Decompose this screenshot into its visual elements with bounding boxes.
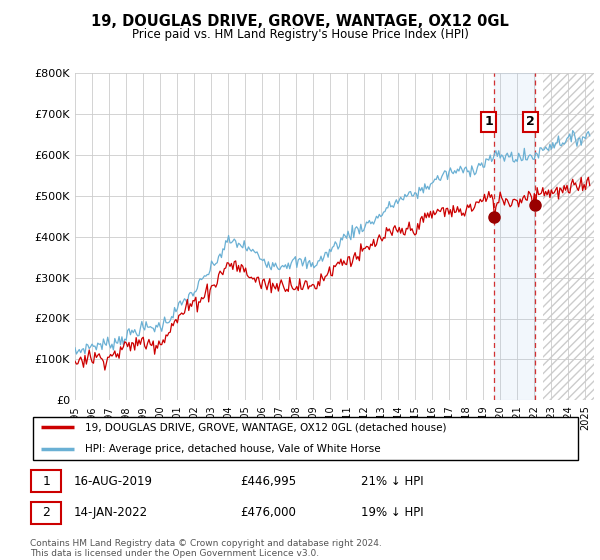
Text: 16-AUG-2019: 16-AUG-2019 [74, 475, 153, 488]
Bar [494, 73, 535, 400]
Bar [543, 73, 594, 400]
Text: 1: 1 [43, 475, 50, 488]
Text: £476,000: £476,000 [240, 506, 296, 519]
FancyBboxPatch shape [33, 417, 578, 460]
Text: 2: 2 [43, 506, 50, 519]
Bar [543, 73, 594, 400]
Text: 1: 1 [485, 115, 493, 128]
Text: 14-JAN-2022: 14-JAN-2022 [74, 506, 148, 519]
Text: 19% ↓ HPI: 19% ↓ HPI [361, 506, 424, 519]
Text: 21% ↓ HPI: 21% ↓ HPI [361, 475, 424, 488]
Text: HPI: Average price, detached house, Vale of White Horse: HPI: Average price, detached house, Vale… [85, 444, 381, 454]
Text: Contains HM Land Registry data © Crown copyright and database right 2024.
This d: Contains HM Land Registry data © Crown c… [30, 539, 382, 558]
Text: £446,995: £446,995 [240, 475, 296, 488]
Text: 19, DOUGLAS DRIVE, GROVE, WANTAGE, OX12 0GL (detached house): 19, DOUGLAS DRIVE, GROVE, WANTAGE, OX12 … [85, 422, 446, 432]
Text: 19, DOUGLAS DRIVE, GROVE, WANTAGE, OX12 0GL: 19, DOUGLAS DRIVE, GROVE, WANTAGE, OX12 … [91, 14, 509, 29]
FancyBboxPatch shape [31, 502, 61, 524]
Text: 2: 2 [526, 115, 535, 128]
FancyBboxPatch shape [31, 470, 61, 492]
Text: Price paid vs. HM Land Registry's House Price Index (HPI): Price paid vs. HM Land Registry's House … [131, 28, 469, 41]
